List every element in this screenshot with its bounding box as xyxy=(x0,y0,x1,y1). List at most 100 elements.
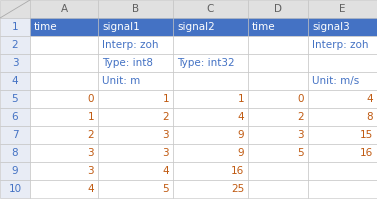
Text: 5: 5 xyxy=(12,94,18,104)
Bar xyxy=(0,18,30,36)
Bar xyxy=(30,180,98,198)
Bar xyxy=(98,72,173,90)
Bar xyxy=(173,0,248,18)
Text: 7: 7 xyxy=(12,130,18,140)
Bar xyxy=(308,162,377,180)
Bar xyxy=(0,162,30,180)
Text: 2: 2 xyxy=(162,112,169,122)
Bar xyxy=(0,144,30,162)
Bar xyxy=(0,54,30,72)
Bar xyxy=(30,54,98,72)
Bar xyxy=(173,180,248,198)
Bar xyxy=(0,0,30,18)
Text: 5: 5 xyxy=(297,148,304,158)
Bar xyxy=(98,108,173,126)
Text: E: E xyxy=(339,4,346,14)
Bar xyxy=(98,90,173,108)
Bar xyxy=(248,0,308,18)
Bar xyxy=(30,144,98,162)
Bar xyxy=(308,180,377,198)
Text: 0: 0 xyxy=(87,94,94,104)
Bar xyxy=(30,0,98,18)
Text: signal3: signal3 xyxy=(312,22,350,32)
Bar xyxy=(30,162,98,180)
Text: 9: 9 xyxy=(238,130,244,140)
Bar xyxy=(248,72,308,90)
Bar xyxy=(173,36,248,54)
Text: C: C xyxy=(207,4,214,14)
Text: 15: 15 xyxy=(360,130,373,140)
Bar xyxy=(308,72,377,90)
Bar xyxy=(308,126,377,144)
Bar xyxy=(30,72,98,90)
Bar xyxy=(248,144,308,162)
Text: 10: 10 xyxy=(8,184,21,194)
Bar xyxy=(98,54,173,72)
Text: time: time xyxy=(34,22,58,32)
Bar xyxy=(308,144,377,162)
Text: 3: 3 xyxy=(162,148,169,158)
Text: 8: 8 xyxy=(366,112,373,122)
Text: 0: 0 xyxy=(297,94,304,104)
Text: 5: 5 xyxy=(162,184,169,194)
Text: 1: 1 xyxy=(12,22,18,32)
Text: 6: 6 xyxy=(12,112,18,122)
Bar xyxy=(173,126,248,144)
Text: 2: 2 xyxy=(297,112,304,122)
Text: Type: int32: Type: int32 xyxy=(177,58,234,68)
Text: time: time xyxy=(252,22,276,32)
Text: 25: 25 xyxy=(231,184,244,194)
Bar xyxy=(98,180,173,198)
Bar xyxy=(248,36,308,54)
Bar xyxy=(308,108,377,126)
Bar xyxy=(30,90,98,108)
Bar xyxy=(173,72,248,90)
Bar xyxy=(308,36,377,54)
Text: 16: 16 xyxy=(231,166,244,176)
Text: 3: 3 xyxy=(12,58,18,68)
Bar xyxy=(308,54,377,72)
Bar xyxy=(98,162,173,180)
Text: Interp: zoh: Interp: zoh xyxy=(102,40,158,50)
Bar xyxy=(0,72,30,90)
Text: signal1: signal1 xyxy=(102,22,140,32)
Bar xyxy=(0,180,30,198)
Bar xyxy=(98,144,173,162)
Bar xyxy=(30,18,98,36)
Text: 4: 4 xyxy=(87,184,94,194)
Text: 3: 3 xyxy=(87,148,94,158)
Bar xyxy=(173,108,248,126)
Text: 2: 2 xyxy=(12,40,18,50)
Text: 1: 1 xyxy=(87,112,94,122)
Bar xyxy=(308,90,377,108)
Bar xyxy=(248,162,308,180)
Bar xyxy=(248,18,308,36)
Bar xyxy=(173,54,248,72)
Bar xyxy=(0,108,30,126)
Text: 4: 4 xyxy=(12,76,18,86)
Bar xyxy=(248,126,308,144)
Bar xyxy=(0,126,30,144)
Text: 16: 16 xyxy=(360,148,373,158)
Bar xyxy=(248,180,308,198)
Bar xyxy=(30,36,98,54)
Text: D: D xyxy=(274,4,282,14)
Text: 9: 9 xyxy=(238,148,244,158)
Bar xyxy=(308,0,377,18)
Bar xyxy=(173,162,248,180)
Text: 9: 9 xyxy=(12,166,18,176)
Bar xyxy=(30,108,98,126)
Text: 4: 4 xyxy=(162,166,169,176)
Text: 1: 1 xyxy=(162,94,169,104)
Bar xyxy=(98,126,173,144)
Bar xyxy=(308,18,377,36)
Text: B: B xyxy=(132,4,139,14)
Text: Unit: m/s: Unit: m/s xyxy=(312,76,359,86)
Bar xyxy=(173,90,248,108)
Text: 3: 3 xyxy=(162,130,169,140)
Text: 4: 4 xyxy=(366,94,373,104)
Bar xyxy=(0,36,30,54)
Text: signal2: signal2 xyxy=(177,22,215,32)
Bar xyxy=(173,144,248,162)
Text: A: A xyxy=(60,4,67,14)
